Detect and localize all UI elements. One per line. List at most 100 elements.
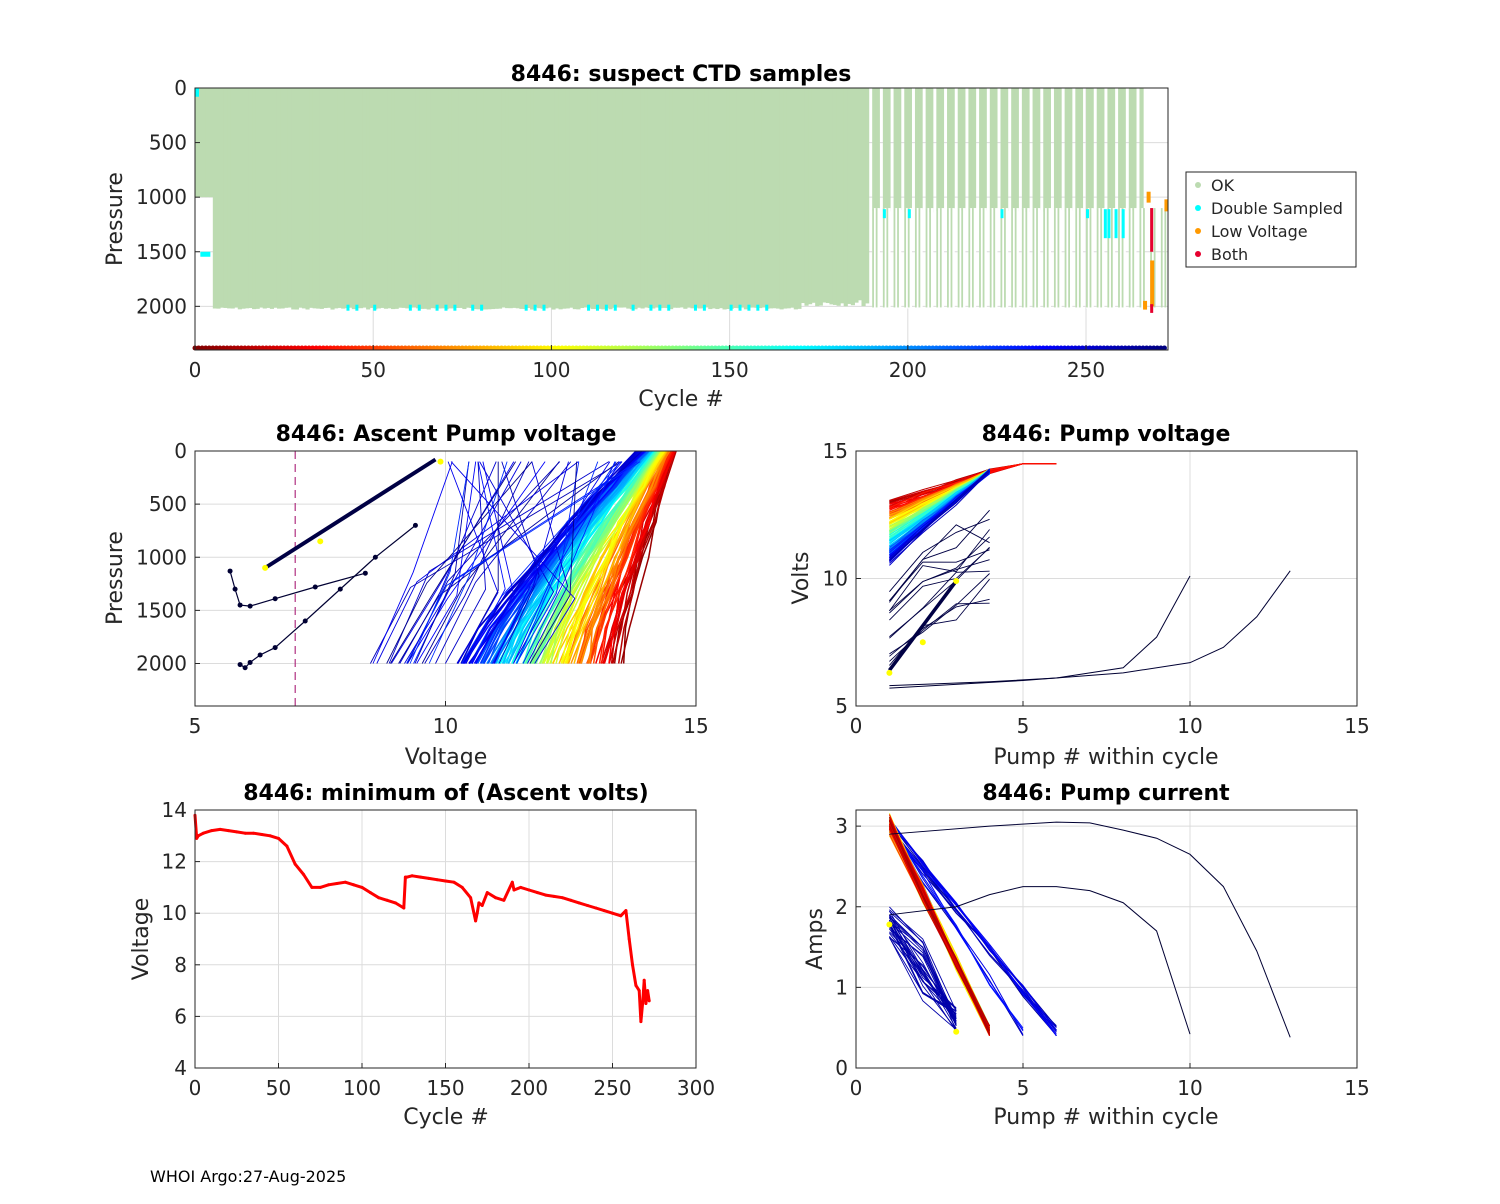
ok-sample-column: [490, 88, 495, 310]
ascent-low-voltage-point: [337, 586, 343, 592]
cycle-color-marker: [1161, 345, 1167, 351]
double-sampled-mark: [907, 209, 911, 219]
ascent-profile-line: [464, 461, 506, 664]
minimum-voltage-point: [480, 904, 484, 907]
double-sampled-mark: [631, 304, 635, 311]
gap-column: [1096, 208, 1101, 309]
gap-column: [982, 208, 987, 309]
ok-sample-column: [1000, 88, 1005, 209]
cycle-color-marker: [302, 345, 308, 351]
ok-sample-column: [751, 88, 756, 308]
ok-sample-column: [939, 88, 945, 209]
ok-sample-column: [583, 88, 588, 308]
ok-sample-column: [865, 88, 870, 304]
pumpv-y-tick-label: 15: [823, 439, 848, 463]
minv-y-tick-label: 4: [174, 1056, 187, 1080]
minimum-voltage-point: [402, 906, 406, 910]
ok-sample-column: [633, 88, 638, 310]
double-sampled-mark: [346, 304, 350, 311]
double-sampled-mark: [1086, 209, 1090, 219]
cycle-color-marker: [267, 345, 273, 351]
ok-sample-column: [907, 88, 912, 212]
cycle-color-marker: [851, 345, 857, 351]
gap-column: [1075, 208, 1080, 309]
ok-sample-column: [747, 88, 752, 308]
ok-sample-column: [854, 88, 859, 303]
gap-column: [1057, 208, 1062, 309]
ok-sample-column: [786, 88, 791, 309]
cycle-color-marker: [1119, 345, 1125, 351]
cycle-color-marker: [245, 345, 251, 351]
ok-sample-column: [198, 88, 203, 198]
cycle-color-marker: [210, 345, 216, 351]
current-x-tick-label: 5: [1017, 1076, 1030, 1100]
ok-sample-column: [1011, 88, 1016, 210]
ok-sample-bar: [1021, 208, 1024, 308]
pump-voltage-line: [889, 536, 990, 614]
cycle-color-marker: [1008, 345, 1014, 351]
gap-column: [1004, 208, 1009, 309]
ok-sample-column: [298, 88, 303, 308]
ok-sample-column: [601, 88, 606, 310]
ok-sample-column: [758, 88, 763, 309]
ok-sample-column: [398, 88, 403, 308]
minv-x-tick-label: 300: [677, 1076, 715, 1100]
cycle-color-marker: [545, 345, 551, 351]
double-sampled-mark: [747, 304, 751, 311]
double-sampled-mark: [471, 304, 475, 311]
ok-sample-column: [355, 88, 360, 309]
ok-sample-column: [1107, 88, 1112, 210]
double-sampled-mark: [667, 304, 671, 311]
pump-voltage-long-line: [889, 575, 1191, 687]
cycle-color-marker: [812, 345, 818, 351]
cycle-color-marker: [926, 345, 932, 351]
ok-sample-column: [669, 88, 674, 310]
ok-sample-column: [294, 88, 299, 310]
ok-sample-bar: [971, 208, 974, 308]
cycle-color-marker: [645, 345, 651, 351]
gap-column: [904, 208, 909, 309]
ok-sample-column: [530, 88, 535, 310]
gap-column: [1011, 208, 1016, 309]
ok-sample-bar: [961, 208, 964, 308]
gap-column: [929, 208, 934, 309]
ctd-x-axis-label: Cycle #: [638, 387, 724, 412]
ok-sample-column: [280, 88, 285, 309]
cycle-color-marker: [1126, 345, 1132, 351]
cycle-color-marker: [627, 345, 633, 351]
gap-column: [1100, 208, 1105, 309]
ok-sample-column: [227, 88, 232, 309]
ok-sample-column: [993, 88, 998, 210]
ok-sample-column: [957, 88, 962, 209]
cycle-color-marker: [940, 345, 946, 351]
ascent-y-axis-label: Pressure: [103, 531, 128, 625]
ok-sample-bar: [1086, 208, 1088, 308]
ok-sample-column: [383, 88, 389, 309]
ascent-profile-line: [435, 461, 572, 664]
ascent-profile-line: [424, 461, 530, 664]
double-sampled-mark: [408, 304, 412, 311]
gap-column: [1053, 208, 1059, 309]
gap-column: [893, 208, 898, 309]
cycle-color-marker: [1112, 345, 1118, 351]
ok-sample-bar: [914, 208, 917, 308]
cycle-color-marker: [513, 345, 519, 351]
ok-sample-bar: [982, 208, 985, 308]
ok-sample-column: [415, 88, 421, 309]
cycle-color-marker: [719, 345, 725, 351]
ok-sample-bar: [929, 208, 931, 308]
ok-sample-column: [829, 88, 834, 305]
ascent-profile-line: [580, 450, 665, 664]
ascent-profile-line: [479, 450, 640, 664]
cycle-color-marker: [962, 345, 968, 351]
cycle-color-marker: [883, 345, 889, 351]
cycle-color-marker: [1101, 345, 1107, 351]
ok-sample-bar: [1053, 208, 1056, 308]
ok-sample-column: [440, 88, 446, 309]
cycle-color-marker: [965, 345, 971, 351]
pump-current-line: [888, 817, 1057, 1032]
cycle-color-marker: [809, 345, 815, 351]
cycle-color-marker: [427, 345, 433, 351]
low-voltage-mark: [1164, 199, 1169, 212]
current-plot-area: [855, 809, 1358, 1069]
